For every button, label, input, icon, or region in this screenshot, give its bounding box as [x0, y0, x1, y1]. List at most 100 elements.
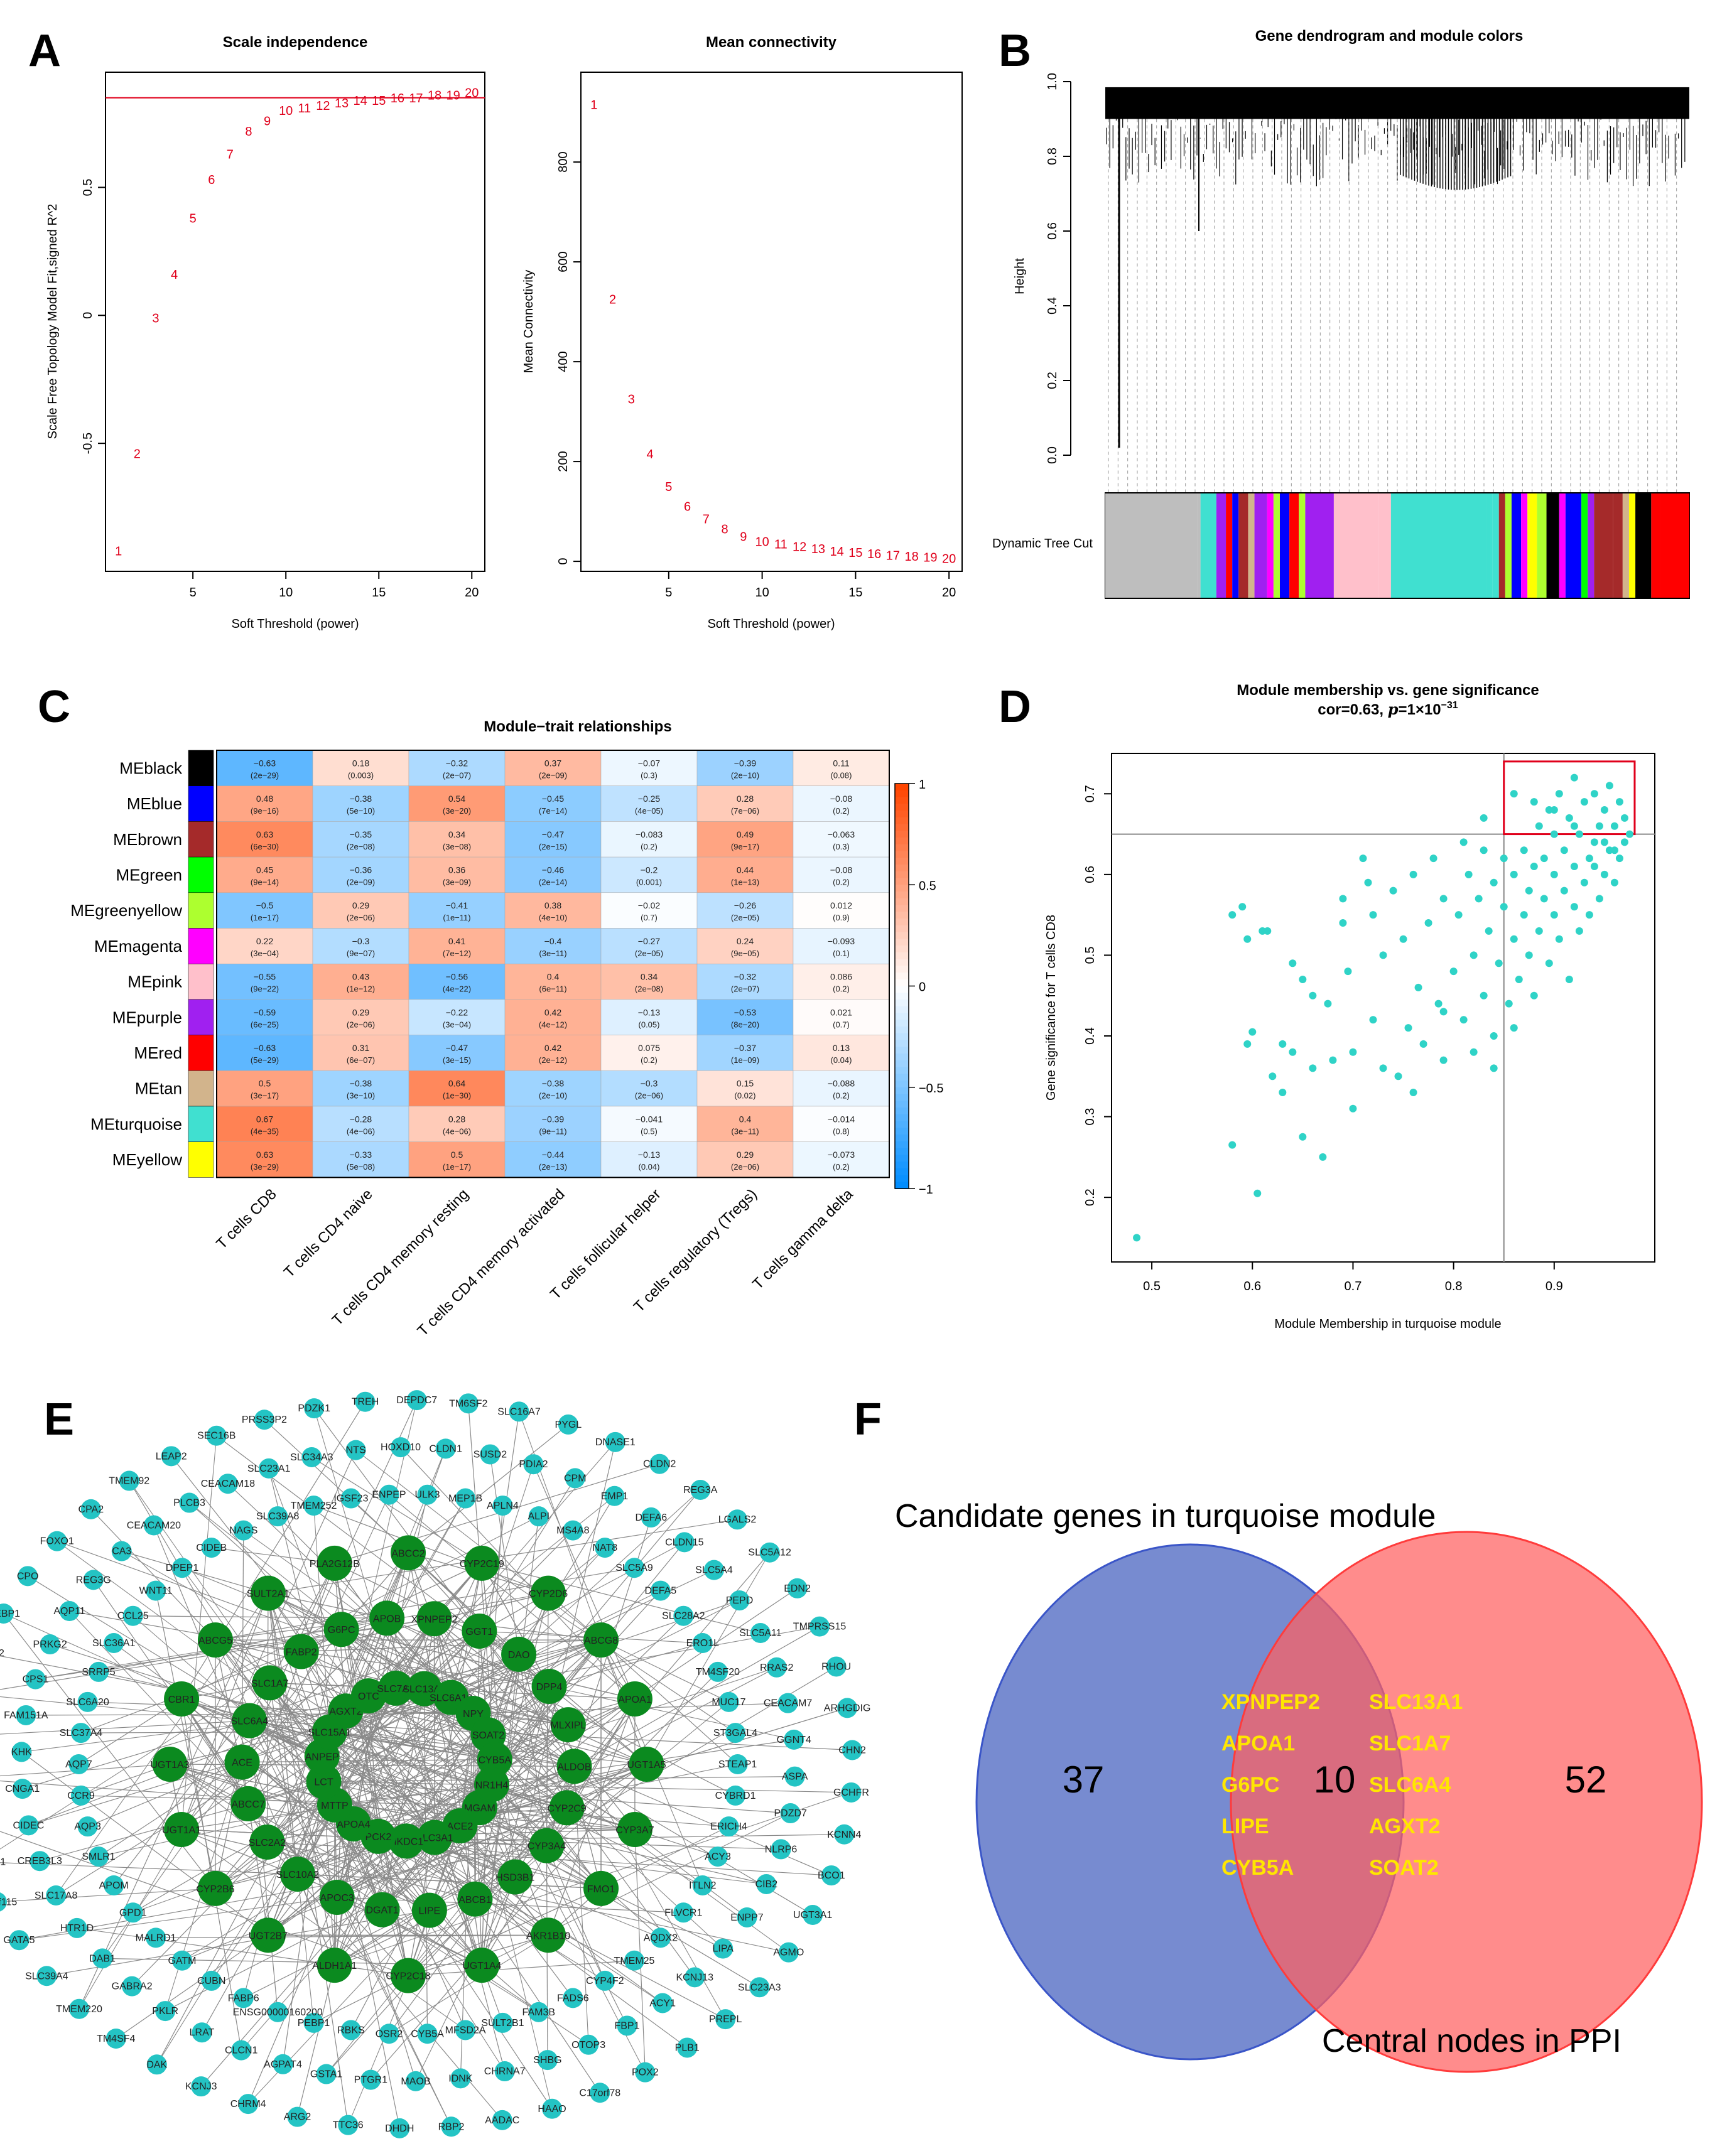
- heatmap-cell-pvalue: (2e−10): [539, 1091, 567, 1101]
- venn-gene-label: CYB5A: [1221, 1856, 1294, 1880]
- network-edge: [386, 1617, 736, 1796]
- network-edge: [370, 1764, 647, 2081]
- network-node-label: HTR1D: [60, 1923, 94, 1934]
- heatmap-cell-pvalue: (0.2): [641, 842, 658, 851]
- mm-gs-point: [1545, 959, 1553, 968]
- network-node-hub: UGT1A3: [150, 1747, 190, 1782]
- network-node-peripheral: CEACAM18: [201, 1474, 255, 1494]
- module-color-segment: [1226, 493, 1233, 598]
- heatmap-cell: [408, 1035, 506, 1071]
- venn-left-title: Candidate genes in turquoise module: [895, 1498, 1436, 1534]
- scale-independence-point-label: 13: [335, 97, 349, 110]
- legend-gradient-step: [895, 1013, 909, 1021]
- network-node-hub: FMO1: [583, 1870, 619, 1906]
- network-node-label: SLC39A8: [256, 1511, 300, 1522]
- network-node-label: MFSD2A: [445, 2025, 486, 2035]
- network-node-label: SLC6A4: [231, 1717, 269, 1727]
- network-node-label: CREB3L3: [18, 1856, 62, 1867]
- network-edge: [600, 1639, 729, 1703]
- network-edge: [57, 1541, 569, 1725]
- network-node-label: GSTA1: [310, 2069, 342, 2080]
- network-node-label: SLC10A2: [276, 1870, 320, 1880]
- mm-gs-point: [1289, 1048, 1297, 1056]
- heatmap-cell-pvalue: (0.08): [831, 770, 852, 780]
- network-node-label: DPEP1: [166, 1563, 199, 1573]
- heatmap-cell: [408, 856, 506, 893]
- network-node-label: RRAS2: [760, 1663, 793, 1673]
- network-node-peripheral: AQP11: [53, 1601, 85, 1622]
- venn-gene-label: G6PC: [1221, 1773, 1280, 1797]
- network-node-label: AGPAT4: [264, 2059, 302, 2070]
- mm-gs-point: [1540, 854, 1548, 863]
- network-edge: [90, 1509, 216, 1641]
- heatmap-cell-value: −0.4: [544, 936, 562, 946]
- network-node-peripheral: SLC5A12: [748, 1542, 791, 1563]
- network-node-label: FABP6: [228, 1993, 259, 2003]
- network-node-label: NAALADL1: [0, 1857, 6, 1868]
- module-color-swatch: [188, 1070, 214, 1107]
- network-edge: [406, 1489, 701, 1841]
- network-node-peripheral: ALPI: [528, 1506, 550, 1527]
- mm-gs-point: [1329, 1056, 1337, 1064]
- network-node-label: ACY1: [649, 1998, 676, 2008]
- mm-gs-title: Module membership vs. gene significance: [1237, 682, 1539, 699]
- module-color-segment: [1390, 493, 1486, 598]
- scale-independence-point-label: 3: [152, 311, 159, 325]
- legend-gradient-step: [895, 784, 909, 791]
- module-color-swatch: [188, 999, 214, 1035]
- module-color-segment: [1232, 493, 1239, 598]
- network-node-hub: CBR1: [164, 1681, 200, 1717]
- network-node-peripheral: CYBRD1: [715, 1785, 756, 1806]
- network-node-label: PDZD7: [774, 1808, 807, 1819]
- mm-gs-point: [1530, 798, 1538, 806]
- network-node-peripheral: PDZK1: [298, 1398, 330, 1419]
- network-node-peripheral: ULK3: [414, 1484, 440, 1505]
- network-edge: [326, 1766, 575, 2074]
- heatmap-cell-pvalue: (0.7): [641, 913, 658, 922]
- module-color-segment: [1581, 493, 1588, 598]
- network-node-peripheral: PEBP1: [298, 2012, 330, 2033]
- network-node-peripheral: GABRA2: [112, 1976, 153, 1997]
- legend-gradient-step: [895, 811, 909, 818]
- network-node-hub: SLC7A9: [377, 1670, 414, 1706]
- mm-gs-point: [1470, 951, 1478, 959]
- heatmap-cell-pvalue: (9e−07): [347, 949, 375, 958]
- module-trait-heatmap: Module−trait relationships MEblack −0.63 (…: [70, 718, 943, 1340]
- network-node-peripheral: DEFA6: [635, 1507, 667, 1528]
- network-node-peripheral: CLDN15: [665, 1532, 704, 1553]
- heatmap-row-label: MEblack: [119, 758, 183, 777]
- mm-gs-ytick-label: 0.2: [1083, 1188, 1097, 1206]
- network-node-hub: LCT: [306, 1764, 342, 1799]
- module-color-swatch: [188, 1106, 214, 1142]
- network-node-hub: UGT1A5: [627, 1747, 666, 1782]
- network-edge: [243, 1845, 547, 1998]
- network-node-label: REG3A: [683, 1485, 718, 1496]
- mm-gs-point: [1339, 895, 1347, 903]
- mm-gs-xtick-label: 0.6: [1243, 1280, 1261, 1293]
- network-node-hub: APOB: [369, 1600, 405, 1636]
- heatmap-cell: [793, 892, 890, 929]
- network-node-label: FBP1: [614, 2020, 639, 2031]
- network-node-peripheral: RRAS2: [760, 1657, 793, 1678]
- heatmap-cell: [600, 928, 698, 964]
- heatmap-cell-value: −0.073: [828, 1150, 855, 1160]
- mean-connectivity-ytick-label: 200: [556, 451, 570, 472]
- network-edge: [389, 1494, 636, 1700]
- network-node-label: NTS: [346, 1445, 366, 1456]
- scale-independence-point-label: 1: [115, 544, 122, 558]
- scale-independence-point-label: 7: [227, 148, 234, 161]
- network-edge: [408, 1424, 569, 1553]
- heatmap-cell-pvalue: (0.2): [641, 1055, 658, 1065]
- heatmap-cell: [600, 1070, 698, 1107]
- mm-gs-point: [1565, 976, 1573, 983]
- heatmap-cell-value: 0.13: [833, 1043, 850, 1053]
- heatmap-cell-value: 0.64: [448, 1079, 465, 1089]
- heatmap-cell: [216, 963, 313, 1000]
- network-node-peripheral: NLRP6: [765, 1839, 797, 1860]
- mm-gs-point: [1550, 911, 1558, 919]
- panel-label-d: D: [999, 682, 1031, 732]
- venn-gene-label: SLC13A1: [1369, 1690, 1463, 1714]
- venn-gene-label: SLC1A7: [1369, 1732, 1451, 1755]
- mean-connectivity-xtick-label: 20: [942, 586, 956, 600]
